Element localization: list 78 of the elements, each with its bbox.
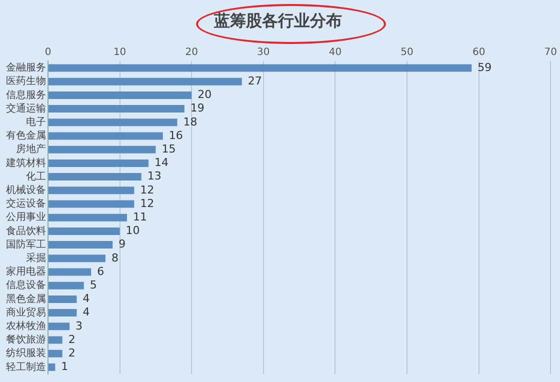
y-tick-label: 交运设备 xyxy=(6,198,46,210)
data-label: 4 xyxy=(82,292,90,306)
x-tick-label: 10 xyxy=(113,46,126,58)
data-label: 16 xyxy=(168,128,183,142)
chart-title: 蓝筹股各行业分布 xyxy=(213,10,342,30)
data-label: 10 xyxy=(126,224,140,238)
y-tick-label: 黑色金属 xyxy=(6,292,46,305)
y-tick-label: 信息服务 xyxy=(6,88,46,101)
y-tick-label: 纺织服装 xyxy=(6,347,46,360)
bar xyxy=(48,282,84,290)
y-tick-label: 有色金属 xyxy=(6,130,46,142)
data-label: 2 xyxy=(68,332,76,346)
x-tick-label: 50 xyxy=(400,46,414,58)
y-tick-label: 医药生物 xyxy=(6,75,46,88)
y-tick-label: 化工 xyxy=(26,170,46,182)
y-tick-label: 交通运输 xyxy=(6,102,46,114)
bar xyxy=(48,268,92,276)
data-label: 11 xyxy=(132,210,147,224)
data-label: 12 xyxy=(140,183,154,196)
data-label: 13 xyxy=(147,170,162,183)
x-tick-label: 40 xyxy=(328,46,342,58)
x-tick-label: 70 xyxy=(544,46,558,58)
x-tick-label: 20 xyxy=(185,46,198,58)
data-label: 2 xyxy=(68,346,76,360)
bar xyxy=(48,132,163,140)
bar xyxy=(48,309,77,317)
data-label: 12 xyxy=(140,196,154,210)
data-label: 8 xyxy=(111,251,118,264)
bar xyxy=(48,173,142,181)
data-label: 9 xyxy=(118,238,126,251)
bar xyxy=(48,200,134,208)
data-label: 6 xyxy=(97,264,104,278)
y-tick-label: 电子 xyxy=(26,116,46,128)
x-tick-label: 60 xyxy=(472,46,486,58)
bar xyxy=(48,186,134,194)
data-label: 19 xyxy=(190,102,204,115)
bar xyxy=(48,64,472,72)
data-label: 59 xyxy=(478,60,492,74)
y-tick-label: 建筑材料 xyxy=(5,156,46,169)
data-label: 14 xyxy=(154,156,169,170)
y-tick-label: 公用事业 xyxy=(6,211,46,224)
bar xyxy=(48,322,70,330)
bar xyxy=(48,363,56,371)
bar xyxy=(48,295,77,303)
data-label: 4 xyxy=(82,306,90,319)
y-tick-label: 房地产 xyxy=(16,143,46,156)
data-label: 5 xyxy=(90,278,97,292)
y-tick-label: 商业贸易 xyxy=(6,306,46,318)
bar xyxy=(48,159,149,167)
data-label: 27 xyxy=(248,74,262,88)
bar xyxy=(48,214,127,222)
y-tick-label: 信息设备 xyxy=(6,279,46,292)
y-tick-label: 采掘 xyxy=(26,252,46,264)
bar xyxy=(48,241,113,249)
x-tick-label: 0 xyxy=(44,46,52,58)
bar xyxy=(48,78,242,86)
bar xyxy=(48,336,62,344)
data-label: 3 xyxy=(76,319,83,332)
data-label: 18 xyxy=(183,115,198,128)
bar xyxy=(48,91,192,99)
y-tick-label: 国防军工 xyxy=(6,238,46,250)
data-label: 1 xyxy=(61,360,68,374)
data-label: 20 xyxy=(198,88,212,102)
bar xyxy=(48,254,106,262)
y-tick-label: 家用电器 xyxy=(6,266,46,278)
bar xyxy=(48,118,178,126)
bar xyxy=(48,146,156,154)
x-tick-label: 30 xyxy=(257,46,270,58)
y-tick-label: 金融服务 xyxy=(6,62,46,74)
y-tick-label: 农林牧渔 xyxy=(6,320,46,332)
bar xyxy=(48,105,184,113)
data-label: 15 xyxy=(162,142,176,156)
bar xyxy=(48,227,120,235)
bar xyxy=(48,350,62,358)
y-tick-label: 餐饮旅游 xyxy=(6,334,46,346)
y-tick-label: 轻工制造 xyxy=(6,360,46,373)
y-tick-label: 机械设备 xyxy=(6,184,46,196)
y-tick-label: 食品饮料 xyxy=(6,224,46,237)
